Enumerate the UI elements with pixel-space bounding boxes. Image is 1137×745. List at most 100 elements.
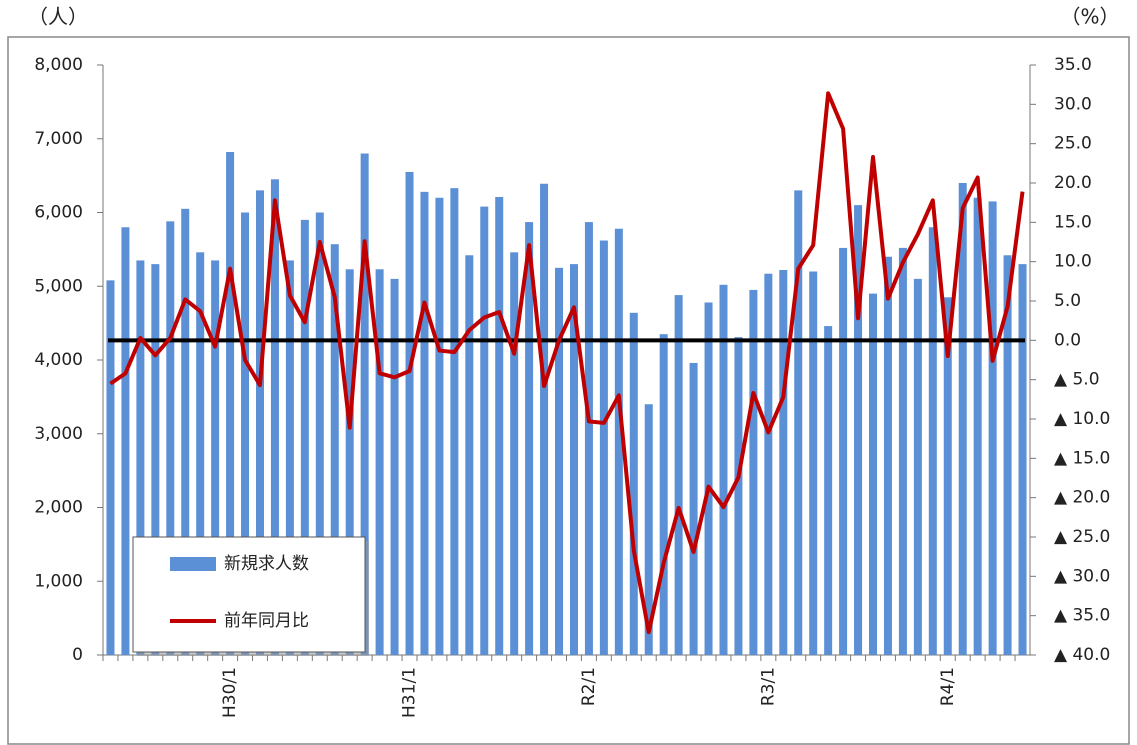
- bar: [988, 201, 997, 655]
- bar: [809, 271, 818, 655]
- bar: [629, 312, 638, 655]
- bar: [420, 191, 429, 655]
- bar: [390, 278, 399, 655]
- bar: [569, 264, 578, 655]
- bar: [510, 252, 519, 655]
- bar: [869, 293, 878, 655]
- bar: [928, 227, 937, 655]
- y2-tick-label: 35.0: [1054, 55, 1092, 75]
- y-tick-label: 4,000: [34, 350, 83, 370]
- y-tick-label: 5,000: [34, 276, 83, 296]
- bar: [196, 252, 205, 655]
- bar: [883, 256, 892, 655]
- bar: [151, 264, 160, 655]
- bar: [614, 228, 623, 655]
- bar: [973, 197, 982, 655]
- y-tick-label: 1,000: [34, 571, 83, 591]
- y2-tick-label: 15.0: [1054, 212, 1092, 232]
- bar: [659, 334, 668, 655]
- x-tick-label: R3/1: [758, 667, 778, 706]
- bar: [779, 270, 788, 655]
- y-tick-label: 6,000: [34, 203, 83, 223]
- bar: [211, 260, 220, 655]
- bar: [300, 219, 309, 655]
- bar: [689, 362, 698, 655]
- bar: [450, 188, 459, 655]
- bar: [555, 267, 564, 655]
- y2-tick-label: ▲ 5.0: [1054, 370, 1100, 390]
- bar: [465, 255, 474, 655]
- bar: [854, 205, 863, 655]
- y2-tick-label: ▲ 35.0: [1054, 606, 1110, 626]
- line: [109, 91, 1025, 635]
- bar: [839, 247, 848, 655]
- bar: [704, 302, 713, 655]
- plot: 0 1,000 2,000 3,000 4,000 5,000 6,000 7,000 8,00…: [34, 55, 1110, 718]
- y2-tick-label: ▲ 25.0: [1054, 527, 1110, 547]
- bar: [166, 221, 175, 655]
- bar: [405, 171, 414, 655]
- bar: [375, 269, 384, 655]
- y2-tick-label: 5.0: [1054, 291, 1081, 311]
- bar: [764, 273, 773, 655]
- bar: [824, 326, 833, 655]
- x-tick-label: H30/1: [220, 667, 240, 718]
- y2-tick-label: ▲ 40.0: [1054, 645, 1110, 665]
- y2-tick-label: 0.0: [1054, 330, 1081, 350]
- x-tick-label: R4/1: [938, 667, 958, 706]
- bar: [121, 227, 130, 655]
- bar: [958, 183, 967, 655]
- y-tick-label: 7,000: [34, 129, 83, 149]
- bar: [525, 222, 534, 655]
- bar: [136, 260, 145, 655]
- bar: [1003, 255, 1012, 655]
- bar: [285, 260, 294, 655]
- bar: [106, 280, 115, 655]
- bar: [480, 206, 489, 655]
- y-tick-label: 0: [72, 645, 83, 665]
- bar: [255, 190, 264, 655]
- bar: [943, 297, 952, 655]
- bar: [794, 190, 803, 655]
- legend-swatch: [170, 557, 216, 571]
- bar: [749, 289, 758, 655]
- y2-tick-label: 10.0: [1054, 252, 1092, 272]
- bar: [330, 244, 339, 655]
- bar: [540, 183, 549, 656]
- y2-tick-label: 30.0: [1054, 94, 1092, 114]
- legend: [132, 536, 366, 653]
- y2-tick-label: ▲ 20.0: [1054, 488, 1110, 508]
- right-unit: （%）: [1060, 5, 1119, 29]
- legend-label: 新規求人数: [224, 554, 309, 574]
- bar: [734, 337, 743, 655]
- y-tick-label: 2,000: [34, 498, 83, 518]
- y2-tick-label: 25.0: [1054, 134, 1092, 154]
- bar: [1018, 264, 1027, 655]
- y2-tick-label: ▲ 15.0: [1054, 448, 1110, 468]
- bar: [495, 197, 504, 655]
- x-tick-label: R2/1: [579, 667, 599, 706]
- y2-tick-label: ▲ 10.0: [1054, 409, 1110, 429]
- y-tick-label: 8,000: [34, 55, 83, 75]
- bar: [898, 247, 907, 655]
- bar: [719, 284, 728, 655]
- bar: [360, 153, 369, 655]
- y2-tick-label: ▲ 30.0: [1054, 566, 1110, 586]
- bar: [644, 404, 653, 655]
- bar: [181, 208, 190, 655]
- legend-label: 前年同月比: [224, 611, 309, 631]
- x-tick-label: H31/1: [400, 667, 420, 718]
- bar: [599, 240, 608, 655]
- bar: [226, 152, 235, 655]
- bar: [674, 295, 683, 655]
- bar: [315, 212, 324, 655]
- bar: [435, 197, 444, 655]
- left-unit: （人）: [28, 5, 88, 29]
- bar: [345, 269, 354, 655]
- y-tick-label: 3,000: [34, 424, 83, 444]
- y2-tick-label: 20.0: [1054, 173, 1092, 193]
- bar: [584, 222, 593, 655]
- bar: [270, 179, 279, 655]
- bar: [913, 278, 922, 655]
